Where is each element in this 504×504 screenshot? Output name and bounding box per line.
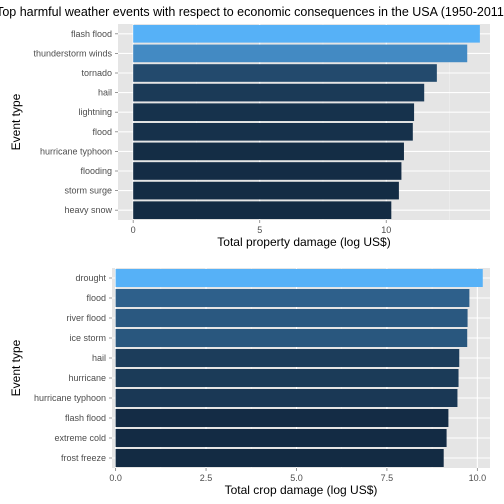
y-axis-title: Event type [9, 93, 23, 150]
category-label: storm surge [64, 186, 112, 196]
bar [115, 429, 447, 447]
category-label: hurricane [68, 373, 106, 383]
chart-title: Top harmful weather events with respect … [0, 5, 504, 19]
x-tick-label: 10.0 [469, 473, 487, 483]
bar [115, 349, 460, 367]
category-label: tornado [81, 68, 112, 78]
category-label: thunderstorm winds [33, 48, 112, 58]
bar [133, 201, 392, 220]
bar [115, 329, 468, 347]
category-label: drought [75, 273, 106, 283]
crop-damage-chart: drought flood river flood ice storm hail hurr… [9, 268, 490, 497]
bar [133, 44, 468, 63]
property-damage-chart: flash flood thunderstorm winds tornado hail… [9, 24, 490, 249]
bar [115, 389, 458, 407]
category-label: flash flood [65, 413, 106, 423]
category-label: hurricane typhoon [34, 393, 106, 403]
bar [133, 64, 437, 82]
category-label: ice storm [69, 333, 106, 343]
bar [133, 83, 425, 102]
category-label: frost freeze [61, 453, 106, 463]
x-tick-label: 10 [381, 225, 391, 235]
x-tick-label: 0.0 [109, 473, 122, 483]
bar [133, 103, 415, 122]
bar [133, 122, 413, 141]
x-tick-label: 5.0 [290, 473, 303, 483]
category-label: hurricane typhoon [40, 146, 112, 156]
bar [115, 269, 483, 287]
x-tick-label: 2.5 [200, 473, 213, 483]
category-label: flash flood [71, 29, 112, 39]
category-label: extreme cold [54, 433, 106, 443]
x-tick-label: 0 [131, 225, 136, 235]
bar [133, 24, 480, 43]
x-tick-label: 5 [257, 225, 262, 235]
x-tick-label: 7.5 [381, 473, 394, 483]
bar [115, 309, 468, 327]
x-axis-title: Total property damage (log US$) [217, 235, 390, 249]
category-label: flood [86, 293, 106, 303]
x-axis-title: Total crop damage (log US$) [225, 483, 378, 497]
category-label: hail [98, 88, 112, 98]
category-label: flooding [80, 166, 112, 176]
y-axis-title: Event type [9, 339, 23, 396]
category-label: heavy snow [64, 205, 112, 215]
bar [133, 162, 402, 180]
category-label: river flood [66, 313, 106, 323]
bar [115, 409, 449, 427]
bar [133, 142, 404, 161]
category-label: lightning [78, 107, 112, 117]
bar [115, 369, 459, 387]
bar [115, 449, 444, 467]
bar [115, 289, 470, 307]
category-label: hail [92, 353, 106, 363]
bar [133, 181, 399, 200]
category-label: flood [92, 127, 112, 137]
